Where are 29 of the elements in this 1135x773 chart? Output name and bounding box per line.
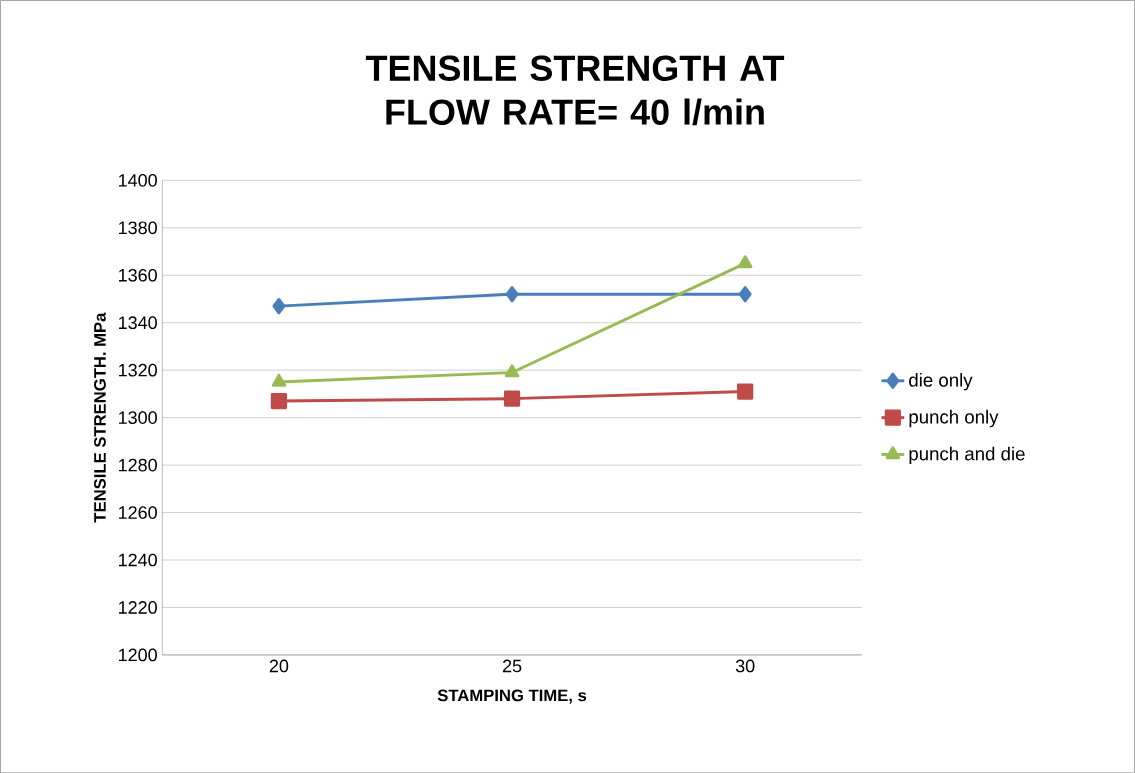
x-tick-label: 25	[502, 659, 522, 673]
legend-label: die only	[909, 372, 973, 391]
point	[505, 285, 519, 303]
point	[737, 255, 753, 269]
y-axis-title: TENSILE STRENGTH. MPa	[94, 312, 106, 523]
point	[503, 390, 521, 407]
point	[738, 285, 752, 303]
point	[737, 383, 754, 400]
x-tick-label: 30	[735, 659, 755, 673]
y-tick-label: 1300	[119, 411, 157, 424]
y-tick-label: 1380	[119, 221, 157, 234]
y-tick-label: 1200	[119, 648, 157, 662]
y-tick-label: 1400	[119, 173, 157, 187]
x-tick-label: 20	[269, 659, 289, 673]
legend-label: punch only	[909, 409, 999, 428]
y-tick-label: 1260	[119, 506, 157, 519]
point	[270, 392, 288, 409]
legend-label: punch and die	[909, 446, 1025, 464]
y-tick-label: 1280	[119, 458, 157, 472]
point	[272, 297, 286, 315]
y-tick-label: 1240	[119, 553, 157, 567]
y-tick-label: 1360	[119, 268, 157, 282]
y-tick-label: 1340	[119, 316, 157, 329]
y-tick-label: 1220	[119, 600, 157, 614]
point	[271, 373, 287, 387]
y-tick-label: 1320	[119, 363, 157, 377]
x-axis-title: STAMPING TIME, s	[437, 689, 587, 704]
chart-title: TENSILE STRENGTH AT FLOW RATE= 40 l/min	[365, 55, 785, 126]
point	[504, 364, 520, 378]
